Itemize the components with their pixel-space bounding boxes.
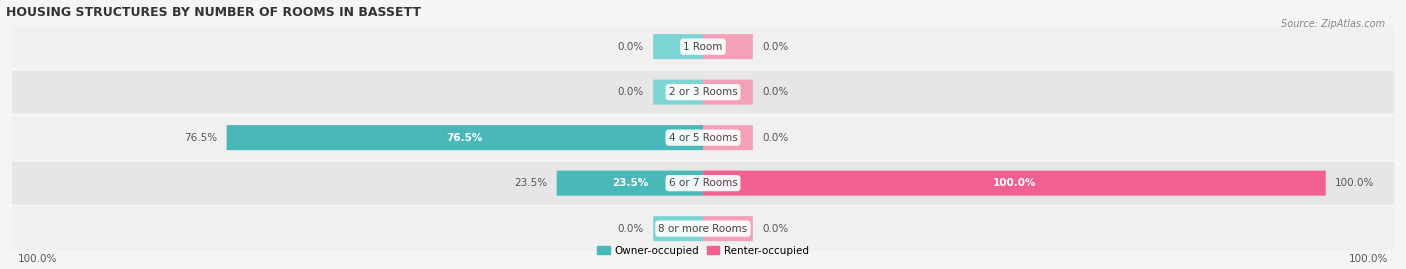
Text: 2 or 3 Rooms: 2 or 3 Rooms	[669, 87, 737, 97]
FancyBboxPatch shape	[654, 80, 703, 105]
FancyBboxPatch shape	[11, 207, 1395, 250]
Text: 8 or more Rooms: 8 or more Rooms	[658, 224, 748, 233]
FancyBboxPatch shape	[654, 34, 703, 59]
Text: 0.0%: 0.0%	[762, 224, 789, 233]
Text: 6 or 7 Rooms: 6 or 7 Rooms	[669, 178, 737, 188]
Text: 0.0%: 0.0%	[762, 42, 789, 52]
Text: 0.0%: 0.0%	[617, 42, 644, 52]
Text: 0.0%: 0.0%	[762, 87, 789, 97]
Text: 100.0%: 100.0%	[1336, 178, 1375, 188]
FancyBboxPatch shape	[557, 171, 703, 196]
Text: 0.0%: 0.0%	[617, 224, 644, 233]
Text: 23.5%: 23.5%	[612, 178, 648, 188]
Legend: Owner-occupied, Renter-occupied: Owner-occupied, Renter-occupied	[593, 242, 813, 260]
FancyBboxPatch shape	[226, 125, 703, 150]
Text: 100.0%: 100.0%	[1348, 254, 1388, 264]
FancyBboxPatch shape	[11, 25, 1395, 68]
Text: 0.0%: 0.0%	[762, 133, 789, 143]
Text: 4 or 5 Rooms: 4 or 5 Rooms	[669, 133, 737, 143]
FancyBboxPatch shape	[703, 80, 752, 105]
Text: 23.5%: 23.5%	[515, 178, 547, 188]
FancyBboxPatch shape	[11, 162, 1395, 204]
Text: 76.5%: 76.5%	[447, 133, 484, 143]
FancyBboxPatch shape	[11, 71, 1395, 114]
FancyBboxPatch shape	[703, 34, 752, 59]
Text: 0.0%: 0.0%	[617, 87, 644, 97]
FancyBboxPatch shape	[654, 216, 703, 241]
FancyBboxPatch shape	[11, 116, 1395, 159]
Text: 76.5%: 76.5%	[184, 133, 218, 143]
Text: 100.0%: 100.0%	[993, 178, 1036, 188]
Text: Source: ZipAtlas.com: Source: ZipAtlas.com	[1281, 19, 1385, 29]
FancyBboxPatch shape	[703, 125, 752, 150]
FancyBboxPatch shape	[703, 216, 752, 241]
Text: 1 Room: 1 Room	[683, 42, 723, 52]
Text: HOUSING STRUCTURES BY NUMBER OF ROOMS IN BASSETT: HOUSING STRUCTURES BY NUMBER OF ROOMS IN…	[6, 6, 420, 19]
FancyBboxPatch shape	[703, 171, 1326, 196]
Text: 100.0%: 100.0%	[18, 254, 58, 264]
